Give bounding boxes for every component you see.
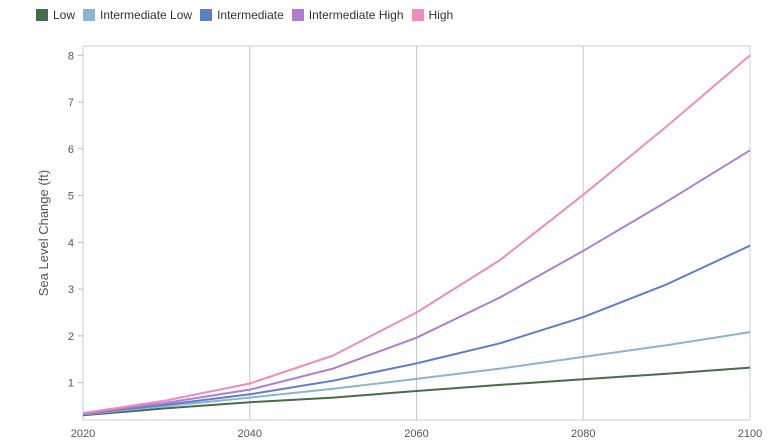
x-tick-label: 2040 — [238, 428, 262, 440]
legend-label: Intermediate — [217, 8, 284, 22]
legend-item-low[interactable]: Low — [36, 8, 75, 22]
series-line-high — [82, 54, 751, 414]
legend-swatch — [411, 9, 424, 21]
legend-item-high[interactable]: High — [411, 8, 454, 22]
legend-item-intermediate-high[interactable]: Intermediate High — [291, 8, 404, 22]
series-line-intermediate — [82, 244, 751, 415]
x-tick-label: 2080 — [571, 428, 595, 440]
y-tick-label: 6 — [68, 144, 74, 156]
y-tick-label: 3 — [68, 284, 74, 296]
legend-swatch — [36, 9, 48, 21]
y-tick-label: 1 — [68, 378, 74, 390]
y-tick-label: 7 — [68, 97, 74, 109]
chart-legend: Low Intermediate Low Intermediate Intermedi… — [36, 8, 461, 22]
series-line-low — [82, 366, 751, 417]
legend-swatch — [200, 9, 213, 21]
y-axis-label: Sea Level Change (ft) — [36, 170, 51, 296]
x-tick-label: 2100 — [738, 428, 762, 440]
legend-label: High — [428, 8, 454, 22]
series-line-intermediate-high — [82, 149, 751, 415]
legend-label: Intermediate Low — [100, 8, 193, 22]
x-tick-label: 2020 — [71, 428, 95, 440]
y-tick-label: 2 — [68, 331, 74, 343]
legend-swatch — [291, 9, 304, 21]
legend-item-intermediate-low[interactable]: Intermediate Low — [83, 8, 192, 22]
legend-item-intermediate[interactable]: Intermediate — [200, 8, 284, 22]
legend-label: Low — [53, 8, 76, 22]
x-tick-label: 2060 — [404, 428, 428, 440]
legend-swatch — [83, 9, 96, 21]
legend-label: Intermediate High — [308, 8, 404, 22]
series-line-intermediate-low — [82, 331, 751, 416]
y-tick-label: 5 — [68, 191, 74, 203]
y-tick-label: 8 — [68, 50, 74, 62]
y-tick-label: 4 — [68, 237, 74, 249]
